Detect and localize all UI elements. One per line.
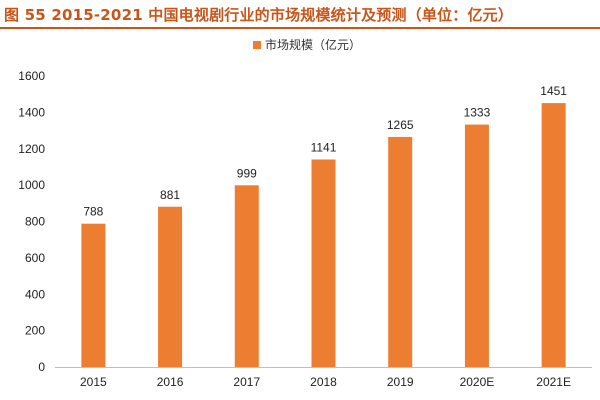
bar-value-label: 1141 — [311, 140, 337, 154]
x-tick-label: 2016 — [157, 375, 184, 389]
bar-value-label: 788 — [83, 205, 103, 219]
y-tick-label: 400 — [25, 287, 45, 301]
bar-value-label: 1265 — [387, 118, 414, 132]
bar-2019 — [388, 136, 413, 367]
x-tick-label: 2018 — [310, 375, 337, 389]
bars — [81, 103, 566, 368]
legend: 市场规模（亿元） — [253, 37, 361, 52]
bar-2018 — [311, 159, 336, 367]
y-tick-label: 1600 — [18, 69, 45, 83]
bar-2016 — [158, 206, 183, 367]
bar-2015 — [81, 223, 106, 367]
bar-2017 — [234, 185, 259, 367]
x-axis: 2015 2016 2017 2018 2019 2020E 2021E — [55, 367, 592, 389]
x-tick-label: 2020E — [460, 375, 495, 389]
legend-label: 市场规模（亿元） — [265, 37, 361, 52]
x-tick-label: 2019 — [387, 375, 414, 389]
bar-value-label: 1451 — [540, 84, 567, 98]
y-tick-label: 1000 — [18, 178, 45, 192]
x-tick-label: 2021E — [536, 375, 571, 389]
y-tick-label: 1200 — [18, 142, 45, 156]
bar-value-label: 999 — [237, 166, 257, 180]
bar-value-label: 881 — [160, 188, 180, 202]
x-tick-label: 2015 — [80, 375, 107, 389]
bar-2021E — [541, 103, 566, 368]
y-tick-label: 0 — [38, 360, 45, 374]
bar-value-label: 1333 — [464, 106, 491, 120]
y-tick-label: 600 — [25, 251, 45, 265]
y-axis: 0 200 400 600 800 1000 1200 1400 1600 — [18, 69, 45, 374]
y-tick-label: 200 — [25, 324, 45, 338]
bar-2020E — [464, 124, 489, 367]
title-underline — [0, 27, 600, 29]
bar-value-labels: 788 881 999 1141 1265 1333 1451 — [83, 84, 567, 219]
y-tick-label: 1400 — [18, 105, 45, 119]
legend-swatch — [253, 41, 261, 49]
chart-title: 图 55 2015-2021 中国电视剧行业的市场规模统计及预测（单位：亿元） — [4, 6, 514, 24]
x-tick-label: 2017 — [233, 375, 260, 389]
y-tick-label: 800 — [25, 215, 45, 229]
